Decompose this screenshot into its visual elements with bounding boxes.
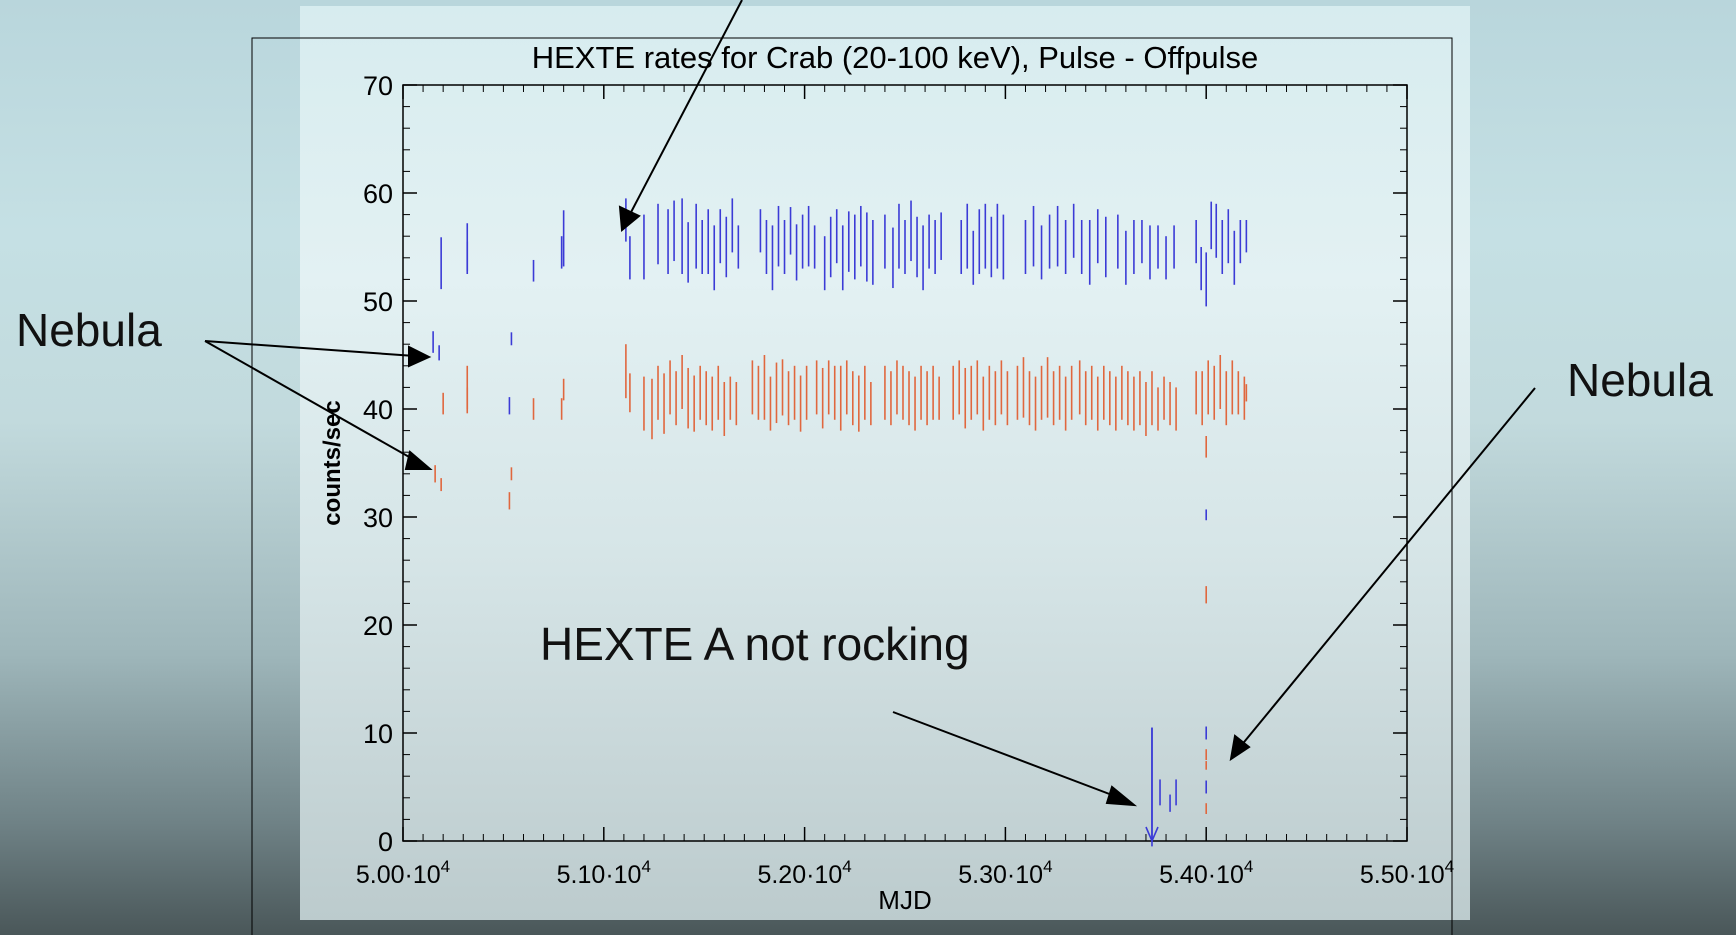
- series-1: [432, 198, 1248, 847]
- x-axis: 5.00·104 5.10·104 5.20·104 5.30·104 5.40·104…: [356, 85, 1454, 889]
- annotation-not-rocking: HEXTE A not rocking: [540, 618, 970, 670]
- series-group: [432, 198, 1248, 847]
- y-axis-label: counts/sec: [319, 400, 346, 525]
- arrow-nebula-left-1-line: [204, 340, 416, 357]
- x-tick-label: 5.50·104: [1360, 857, 1454, 889]
- arrow-nebula-left-1-head: [408, 345, 432, 368]
- arrow-nebula-right-head: [1229, 734, 1251, 762]
- y-tick-label: 50: [363, 287, 393, 317]
- series-2: [434, 344, 1248, 814]
- arrow-not-rocking-line: [892, 711, 1121, 799]
- x-tick-label: 5.30·104: [958, 857, 1052, 889]
- y-tick-label: 0: [378, 827, 393, 857]
- upper-limit-marker: [1145, 727, 1159, 844]
- y-axis: 0 10 20 30 40 50 60 70: [363, 71, 1407, 857]
- upper-limit-arrowhead: [1145, 826, 1159, 844]
- y-tick-label: 70: [363, 71, 393, 101]
- x-tick-label: 5.40·104: [1159, 857, 1253, 889]
- plot-panel: [300, 6, 1470, 920]
- annotation-nebula-left: Nebula: [16, 304, 162, 356]
- x-axis-label: MJD: [878, 885, 931, 915]
- plot-frame-outer: [251, 37, 1453, 935]
- arrow-nebula-left-2-head: [404, 450, 433, 470]
- y-tick-label: 10: [363, 719, 393, 749]
- x-tick-label: 5.00·104: [356, 857, 450, 889]
- x-tick-label: 5.10·104: [557, 857, 651, 889]
- arrow-nebula-left-2-line: [204, 340, 419, 463]
- annotation-arrows: [204, 0, 1536, 807]
- arrow-nebula-right-line: [1239, 387, 1536, 748]
- annotation-nebula-right: Nebula: [1567, 354, 1713, 406]
- x-tick-label: 5.20·104: [757, 857, 851, 889]
- arrow-top-head: [618, 205, 641, 232]
- y-tick-label: 30: [363, 503, 393, 533]
- y-tick-label: 40: [363, 395, 393, 425]
- y-tick-label: 60: [363, 179, 393, 209]
- chart-title: HEXTE rates for Crab (20-100 keV), Pulse…: [532, 40, 1259, 75]
- arrow-not-rocking-head: [1105, 785, 1138, 807]
- y-tick-label: 20: [363, 611, 393, 641]
- arrow-top-line: [627, 0, 743, 219]
